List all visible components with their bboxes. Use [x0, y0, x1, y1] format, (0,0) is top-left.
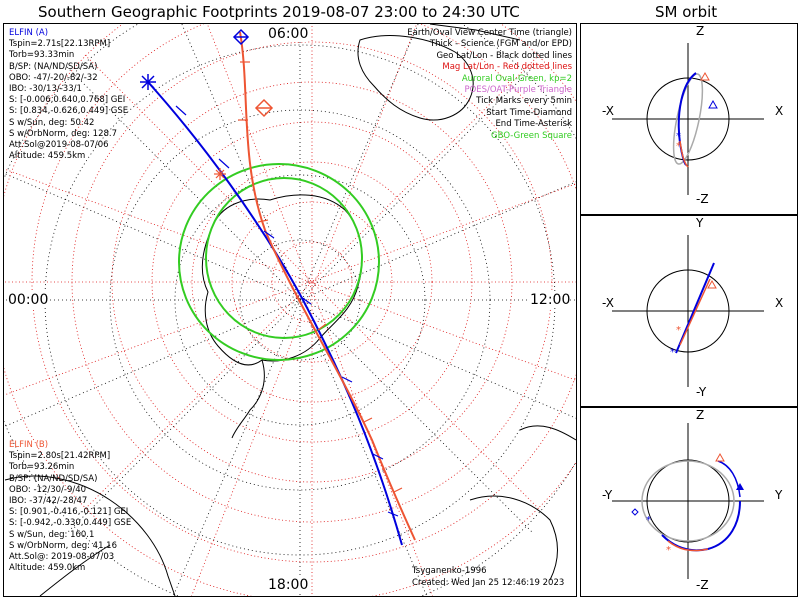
info-line: S w/Sun, deg: 160.1 [9, 529, 95, 540]
mag-grid [4, 24, 576, 596]
axis-label-left: -X [602, 104, 614, 118]
info-line: B/SP: (NA/ND/SD/SA) [9, 473, 98, 484]
orbit-panel-yz [580, 407, 798, 597]
axis-label-right: Y [775, 488, 783, 502]
legend-item: GBO-Green Square [491, 130, 572, 141]
info-line: IBO: -37/42/-28/47 [9, 496, 88, 507]
model-label: Tsyganenko-1996 [412, 566, 487, 576]
info-line: Tspin=2.80s[21.42RPM] [9, 451, 111, 462]
time-label-right: 12:00 [530, 292, 571, 308]
info-line: Tspin=2.71s[22.13RPM] [9, 39, 111, 50]
axis-label-left: -X [602, 296, 614, 310]
info-line: S: [0.834,-0.626,0.449] GSE [9, 106, 129, 117]
info-line: B/SP: (NA/ND/SD/SA) [9, 61, 98, 72]
legend-item: Auroral Oval-Green, kp=2 [461, 73, 572, 84]
legend-item: Start Time-Diamond [486, 107, 572, 118]
svg-text:*: * [646, 515, 651, 526]
info-line: Torb=93.33min [9, 50, 75, 61]
axis-label-bottom: -Y [696, 385, 707, 399]
created-timestamp: Created: Wed Jan 25 12:46:19 2023 [412, 578, 565, 588]
svg-text:*: * [666, 545, 671, 556]
legend-item: End Time-Asterisk [495, 119, 572, 130]
elfin-b-info: ELFIN (B) Tspin=2.80s[21.42RPM] Torb=93.… [9, 440, 131, 574]
map-panel [3, 23, 577, 597]
orbit-xz-plot: * * [612, 43, 764, 195]
svg-text:*: * [676, 325, 681, 336]
info-line: Altitude: 459.0km [9, 563, 86, 574]
info-line: Torb=93.26min [9, 462, 75, 473]
orbit-figures: * * * * * * [612, 43, 764, 579]
auroral-oval [178, 163, 380, 361]
info-line: IBO: -30/13/-33/1 [9, 84, 82, 95]
axis-label-bottom: -Z [696, 192, 709, 206]
map-legend: Earth/Oval View Center Time (triangle) T… [407, 28, 572, 142]
time-label-left: 00:00 [8, 292, 49, 308]
legend-item: Mag Lat/Lon - Red dotted lines [442, 62, 572, 73]
legend-item: Earth/Oval View Center Time (triangle) [407, 28, 572, 38]
info-line: Att.Sol@: 2019-08-07/03 [9, 552, 115, 563]
elfin-b-heading: ELFIN (B) [9, 440, 49, 450]
axis-label-top: Z [696, 24, 705, 38]
time-label-bottom: 18:00 [268, 577, 309, 593]
elfin-b-ticks [238, 61, 403, 493]
axis-label-top: Y [696, 216, 704, 230]
info-line: OBO: -12/30/-9/40 [9, 484, 87, 495]
orbit-panel-xy [580, 215, 798, 407]
map-title: Southern Geographic Footprints 2019-08-0… [38, 3, 520, 21]
orbit-yz-plot: * * [612, 423, 764, 579]
svg-text:*: * [670, 347, 675, 358]
info-line: S: [-0.006,0.640,0.768] GEI [9, 95, 126, 106]
info-line: S w/OrbNorm, deg: 128.7 [9, 128, 118, 139]
coastlines [4, 24, 576, 596]
axis-label-right: X [775, 104, 784, 118]
axis-label-left: -Y [602, 488, 613, 502]
orbit-xy-plot: * * [612, 235, 764, 387]
legend-item: Tick Marks every 5min [476, 96, 572, 107]
elfin-a-end-asterisk [140, 74, 156, 90]
elfin-a-track [147, 81, 403, 546]
elfin-b-end-diamond [254, 98, 274, 118]
elfin-a-start-diamond [232, 28, 250, 46]
elfin-b-asterisk [214, 168, 226, 180]
svg-text:*: * [676, 141, 681, 152]
legend-item: Thick - Science (FGM and/or EPD) [429, 39, 572, 50]
axis-label-right: X [775, 296, 784, 310]
info-line: OBO: -47/-20/-82/-32 [9, 72, 98, 83]
time-label-top: 06:00 [268, 26, 309, 42]
info-line: Att.Sol@2019-08-07/06 [9, 140, 109, 151]
elfin-a-ticks [175, 105, 399, 517]
legend-item: Geo Lat/Lon - Black dotted lines [436, 50, 572, 61]
elfin-a-heading: ELFIN (A) [9, 28, 49, 38]
info-line: S w/OrbNorm, deg: 41.16 [9, 540, 118, 551]
svg-text:*: * [676, 131, 681, 142]
info-line: Altitude: 459.5km [9, 151, 86, 162]
info-line: S: [-0.942,-0.330,0.449] GSE [9, 518, 132, 529]
orbit-panel-xz [580, 23, 798, 215]
info-line: S w/Sun, deg: 50.42 [9, 117, 95, 128]
elfin-a-info: ELFIN (A) Tspin=2.71s[22.13RPM] Torb=93.… [9, 28, 128, 162]
orbit-title: SM orbit [655, 3, 718, 21]
axis-label-bottom: -Z [696, 578, 709, 592]
legend-item: POES/OAT-Purple Triangle [464, 85, 572, 96]
axis-label-top: Z [696, 408, 705, 422]
info-line: S: [0.901,-0.416,-0.121] GEI [9, 507, 129, 518]
